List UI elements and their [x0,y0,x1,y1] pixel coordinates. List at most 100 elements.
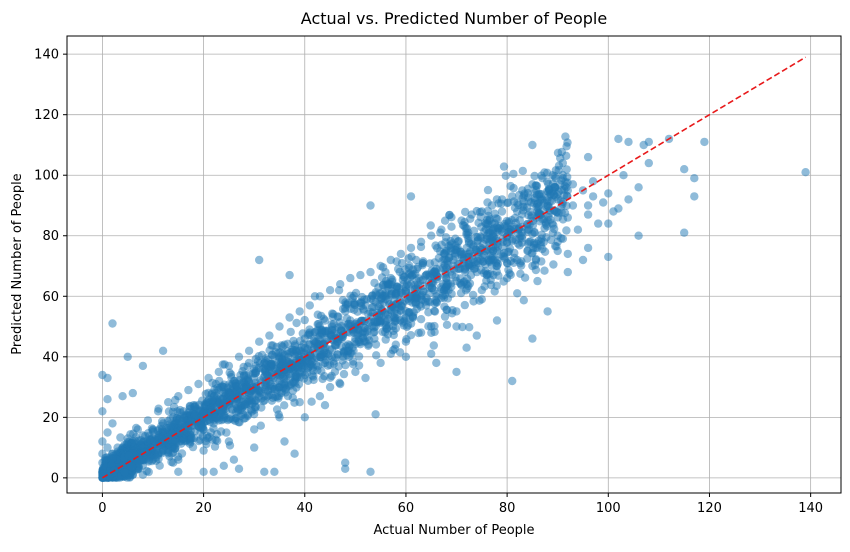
scatter-point [351,367,360,377]
scatter-point [116,433,125,442]
scatter-point [462,343,471,352]
scatter-point [540,247,550,256]
scatter-point [229,455,239,464]
scatter-point [142,466,151,476]
scatter-point [122,439,131,449]
scatter-point [267,359,276,368]
scatter-point [381,335,390,344]
scatter-point [366,201,375,210]
scatter-point [199,446,208,455]
x-tick-label: 100 [596,501,621,516]
scatter-point [132,423,141,433]
scatter-point [458,322,467,332]
scatter-point [127,462,137,472]
scatter-point [219,461,228,470]
scatter-point [527,249,536,258]
scatter-point [680,165,689,174]
y-tick-label: 100 [34,169,59,184]
scatter-point [578,255,588,265]
scatter-point [162,423,171,433]
scatter-point [399,280,408,289]
scatter-point [414,328,423,338]
scatter-point [387,289,396,299]
chart-title: Actual vs. Predicted Number of People [301,9,607,28]
scatter-point [341,458,350,467]
scatter-point [588,192,598,201]
scatter-point [443,294,453,303]
scatter-point [318,359,328,368]
scatter-point [531,255,541,264]
scatter-point [432,297,441,306]
scatter-point [270,467,279,476]
scatter-point [619,171,628,180]
scatter-point [563,138,572,147]
scatter-point [346,291,355,300]
scatter-point [220,360,229,369]
scatter-point [518,166,527,176]
scatter-point [427,349,436,358]
scatter-point [472,331,481,340]
scatter-point [333,350,342,359]
scatter-point [103,395,112,404]
scatter-point [492,267,501,276]
scatter-point [225,441,235,450]
scatter-point [466,271,476,280]
scatter-point [432,358,441,368]
scatter-point [406,243,416,253]
scatter-point [138,361,148,371]
scatter-point [456,288,466,298]
scatter-point [346,273,355,283]
scatter-point [354,337,363,347]
scatter-point [644,158,653,168]
scatter-point [557,234,566,243]
scatter-point [315,292,325,301]
scatter-point [537,171,546,180]
scatter-point [319,314,328,323]
scatter-point [436,228,445,237]
scatter-point [401,265,410,274]
scatter-point [390,308,399,318]
scatter-point [244,377,253,386]
scatter-point [304,329,314,338]
scatter-point [325,382,335,392]
scatter-point [311,337,321,346]
scatter-point [362,295,372,304]
scatter-point [361,373,370,383]
y-tick-label: 120 [34,108,59,123]
scatter-point [535,217,544,226]
scatter-point [214,367,223,377]
scatter-point [356,270,365,280]
scatter-point [614,134,623,144]
scatter-point [171,395,180,405]
scatter-point [517,257,526,266]
scatter-point [255,255,264,265]
scatter-point [461,207,470,217]
scatter-point [223,415,232,425]
scatter-point [368,295,378,304]
scatter-point [371,410,380,419]
scatter-point [285,313,294,322]
scatter-point [157,417,167,426]
scatter-point [486,275,495,285]
scatter-point [366,467,375,476]
scatter-point [416,315,426,324]
scatter-point [530,171,539,181]
scatter-point [427,231,436,240]
scatter-point [425,259,435,268]
scatter-point [495,226,505,235]
scatter-point [155,425,164,434]
scatter-point [320,337,330,346]
scatter-point [154,404,163,413]
scatter-point [406,331,416,340]
scatter-point [543,307,552,316]
scatter-point [418,295,427,305]
scatter-point [501,171,510,180]
scatter-point [98,407,107,416]
scatter-point [451,273,460,282]
scatter-point [98,437,107,446]
scatter-point [167,457,176,467]
scatter-point [460,300,469,310]
scatter-point [410,280,419,290]
scatter-point [103,443,112,452]
